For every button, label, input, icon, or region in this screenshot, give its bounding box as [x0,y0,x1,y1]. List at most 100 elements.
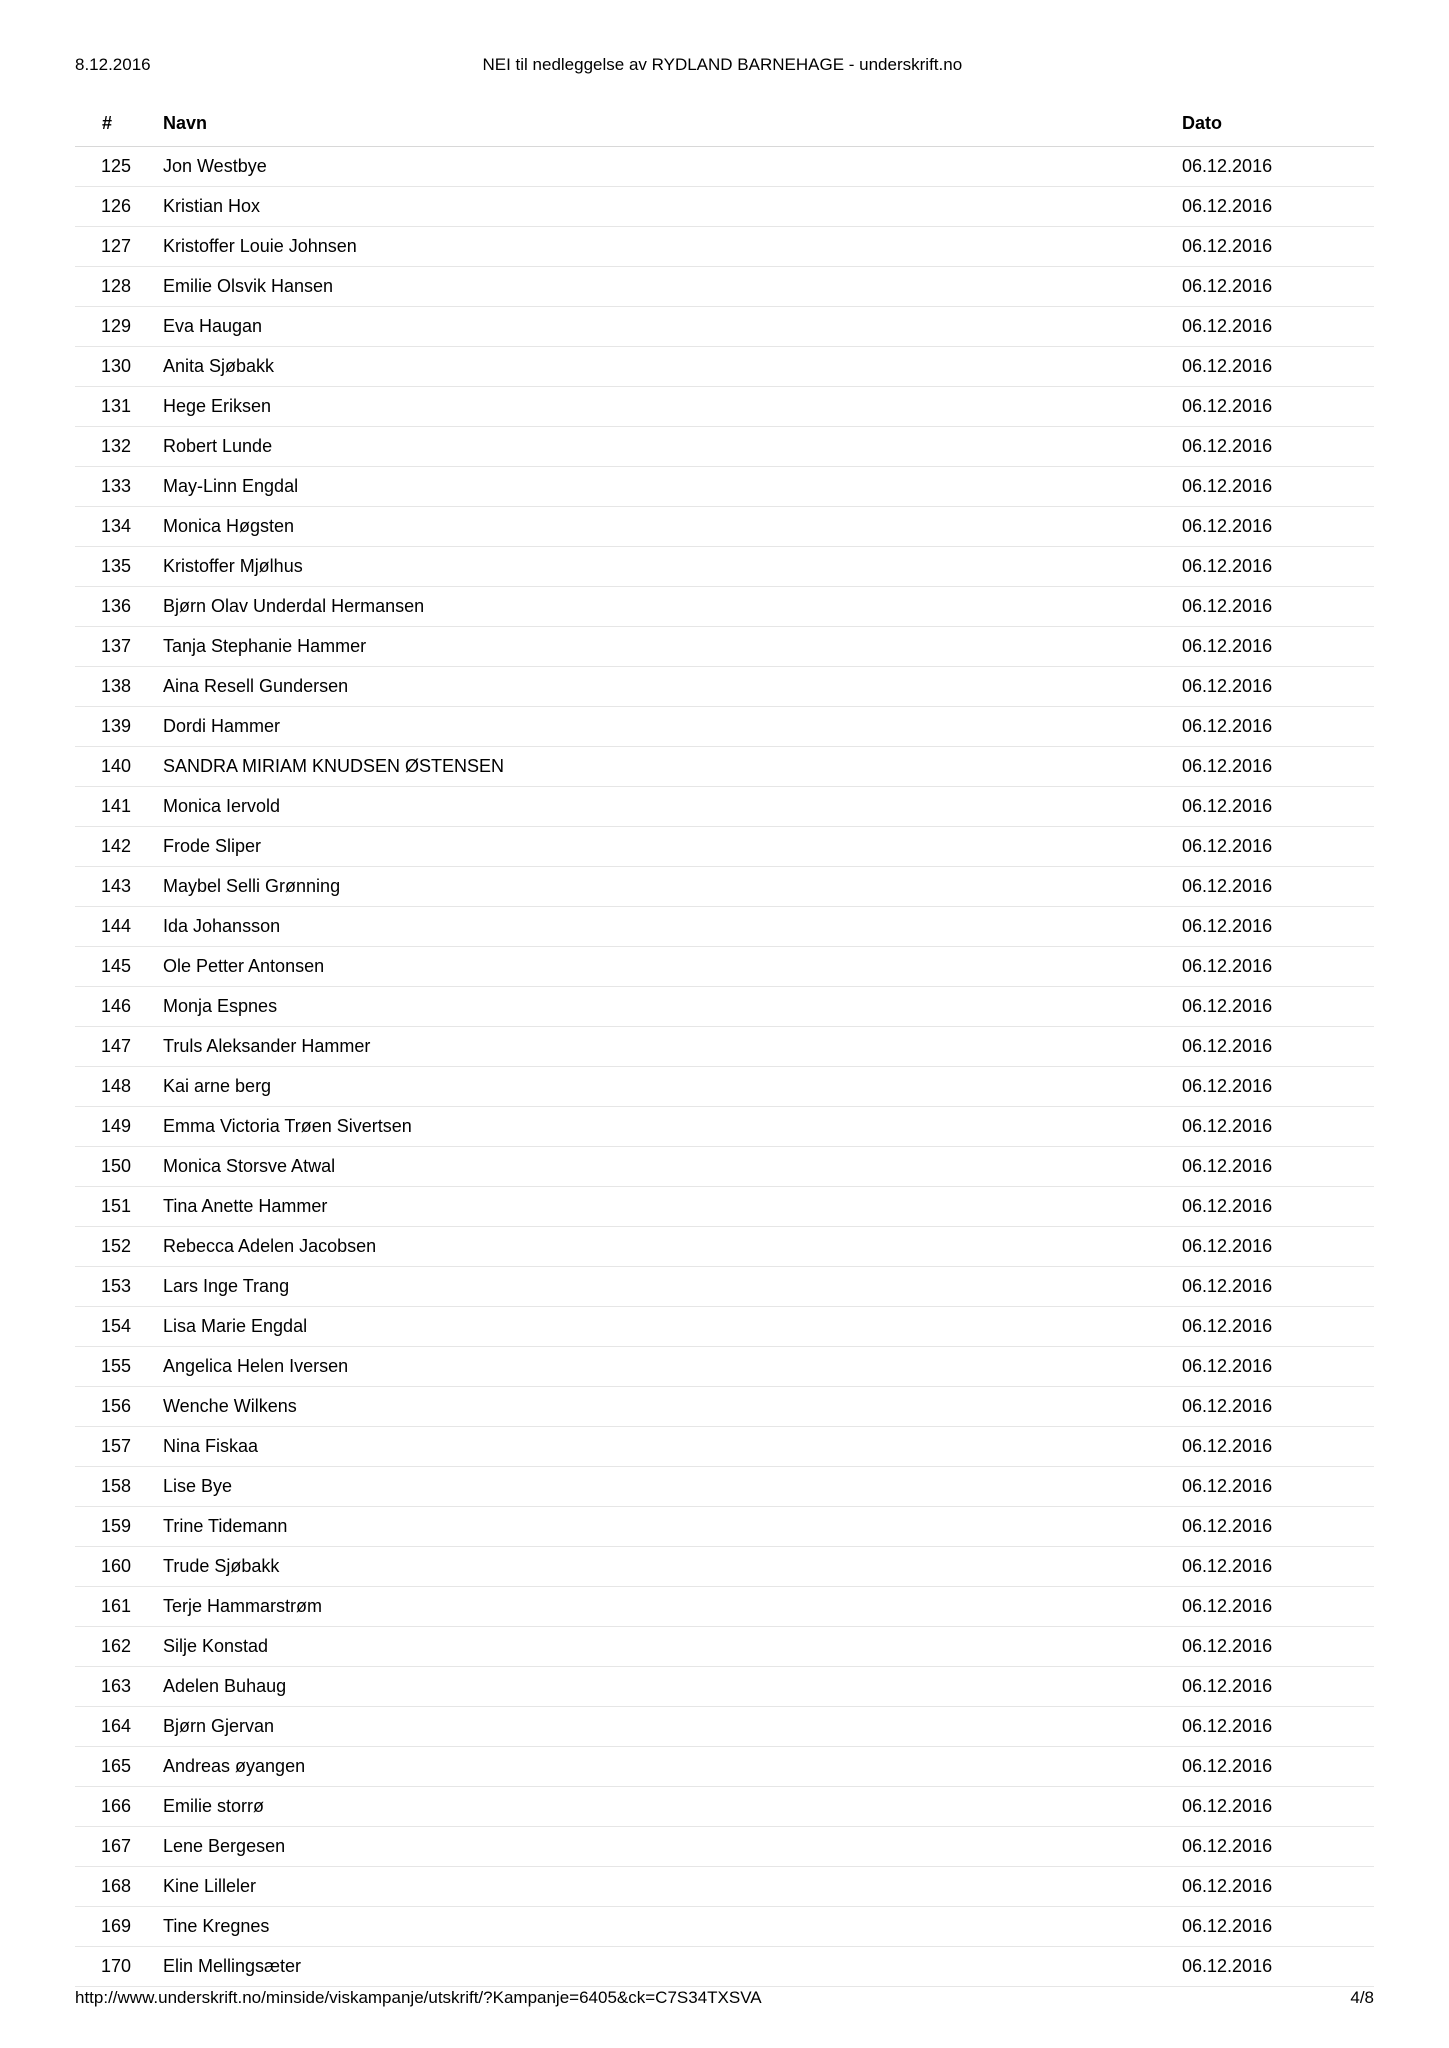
table-row: 140SANDRA MIRIAM KNUDSEN ØSTENSEN06.12.2… [75,747,1374,787]
row-name: Emilie storrø [155,1787,1174,1827]
row-date: 06.12.2016 [1174,1067,1374,1107]
table-row: 125Jon Westbye06.12.2016 [75,147,1374,187]
row-name: Lene Bergesen [155,1827,1174,1867]
row-name: Dordi Hammer [155,707,1174,747]
row-name: Adelen Buhaug [155,1667,1174,1707]
row-number: 130 [75,347,155,387]
row-date: 06.12.2016 [1174,1827,1374,1867]
row-number: 170 [75,1947,155,1987]
table-row: 138Aina Resell Gundersen06.12.2016 [75,667,1374,707]
row-number: 125 [75,147,155,187]
row-number: 168 [75,1867,155,1907]
table-row: 130Anita Sjøbakk06.12.2016 [75,347,1374,387]
row-number: 163 [75,1667,155,1707]
row-number: 139 [75,707,155,747]
row-number: 127 [75,227,155,267]
footer-page-number: 4/8 [1350,1988,1374,2008]
table-row: 154Lisa Marie Engdal06.12.2016 [75,1307,1374,1347]
row-name: Trude Sjøbakk [155,1547,1174,1587]
row-name: Monica Storsve Atwal [155,1147,1174,1187]
row-number: 144 [75,907,155,947]
row-date: 06.12.2016 [1174,547,1374,587]
table-row: 141Monica Iervold06.12.2016 [75,787,1374,827]
table-row: 157Nina Fiskaa06.12.2016 [75,1427,1374,1467]
table-row: 162Silje Konstad06.12.2016 [75,1627,1374,1667]
table-row: 155Angelica Helen Iversen06.12.2016 [75,1347,1374,1387]
row-number: 166 [75,1787,155,1827]
table-row: 136Bjørn Olav Underdal Hermansen06.12.20… [75,587,1374,627]
table-row: 168Kine Lilleler06.12.2016 [75,1867,1374,1907]
column-header-date: Dato [1174,103,1374,147]
page-footer: http://www.underskrift.no/minside/viskam… [75,1988,1374,2008]
row-number: 138 [75,667,155,707]
row-name: Monja Espnes [155,987,1174,1027]
row-date: 06.12.2016 [1174,627,1374,667]
table-row: 134Monica Høgsten06.12.2016 [75,507,1374,547]
row-name: Lise Bye [155,1467,1174,1507]
row-number: 151 [75,1187,155,1227]
row-date: 06.12.2016 [1174,1267,1374,1307]
row-name: Anita Sjøbakk [155,347,1174,387]
row-name: Monica Høgsten [155,507,1174,547]
row-name: Robert Lunde [155,427,1174,467]
page-title: NEI til nedleggelse av RYDLAND BARNEHAGE… [151,55,1374,75]
row-name: Lars Inge Trang [155,1267,1174,1307]
row-name: Kristoffer Mjølhus [155,547,1174,587]
row-number: 150 [75,1147,155,1187]
row-number: 132 [75,427,155,467]
row-date: 06.12.2016 [1174,1347,1374,1387]
table-row: 133May-Linn Engdal06.12.2016 [75,467,1374,507]
row-name: Monica Iervold [155,787,1174,827]
row-date: 06.12.2016 [1174,1467,1374,1507]
row-name: Frode Sliper [155,827,1174,867]
row-name: Kai arne berg [155,1067,1174,1107]
row-name: Lisa Marie Engdal [155,1307,1174,1347]
row-number: 140 [75,747,155,787]
row-number: 160 [75,1547,155,1587]
row-number: 143 [75,867,155,907]
row-date: 06.12.2016 [1174,1747,1374,1787]
table-row: 143Maybel Selli Grønning06.12.2016 [75,867,1374,907]
row-date: 06.12.2016 [1174,1787,1374,1827]
row-number: 133 [75,467,155,507]
table-row: 152Rebecca Adelen Jacobsen06.12.2016 [75,1227,1374,1267]
table-row: 131Hege Eriksen06.12.2016 [75,387,1374,427]
table-row: 165Andreas øyangen06.12.2016 [75,1747,1374,1787]
row-name: Tanja Stephanie Hammer [155,627,1174,667]
table-row: 150Monica Storsve Atwal06.12.2016 [75,1147,1374,1187]
table-row: 164Bjørn Gjervan06.12.2016 [75,1707,1374,1747]
row-name: Maybel Selli Grønning [155,867,1174,907]
row-date: 06.12.2016 [1174,907,1374,947]
row-number: 131 [75,387,155,427]
row-number: 126 [75,187,155,227]
table-row: 160Trude Sjøbakk06.12.2016 [75,1547,1374,1587]
row-name: Tina Anette Hammer [155,1187,1174,1227]
signatures-table: # Navn Dato 125Jon Westbye06.12.2016126K… [75,103,1374,1987]
row-name: Jon Westbye [155,147,1174,187]
row-name: Nina Fiskaa [155,1427,1174,1467]
row-number: 147 [75,1027,155,1067]
table-header-row: # Navn Dato [75,103,1374,147]
table-row: 163Adelen Buhaug06.12.2016 [75,1667,1374,1707]
row-name: Rebecca Adelen Jacobsen [155,1227,1174,1267]
row-name: Truls Aleksander Hammer [155,1027,1174,1067]
table-row: 156Wenche Wilkens06.12.2016 [75,1387,1374,1427]
table-row: 149Emma Victoria Trøen Sivertsen06.12.20… [75,1107,1374,1147]
row-date: 06.12.2016 [1174,227,1374,267]
row-name: Elin Mellingsæter [155,1947,1174,1987]
row-name: Ole Petter Antonsen [155,947,1174,987]
row-date: 06.12.2016 [1174,867,1374,907]
row-date: 06.12.2016 [1174,987,1374,1027]
row-date: 06.12.2016 [1174,1307,1374,1347]
table-row: 159Trine Tidemann06.12.2016 [75,1507,1374,1547]
table-row: 148Kai arne berg06.12.2016 [75,1067,1374,1107]
row-number: 157 [75,1427,155,1467]
row-date: 06.12.2016 [1174,1107,1374,1147]
row-date: 06.12.2016 [1174,1907,1374,1947]
row-number: 134 [75,507,155,547]
row-name: Eva Haugan [155,307,1174,347]
page-header: 8.12.2016 NEI til nedleggelse av RYDLAND… [75,55,1374,75]
row-number: 136 [75,587,155,627]
row-date: 06.12.2016 [1174,267,1374,307]
table-body: 125Jon Westbye06.12.2016126Kristian Hox0… [75,147,1374,1987]
